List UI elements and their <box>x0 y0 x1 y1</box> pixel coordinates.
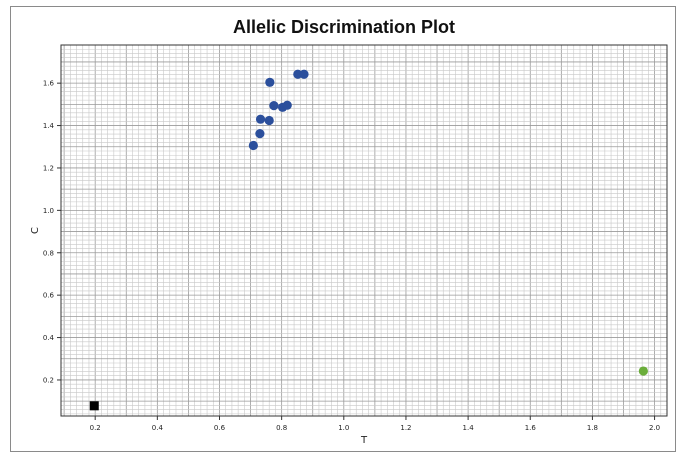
x-tick-label: 1.6 <box>525 424 537 432</box>
x-tick-label: 2.0 <box>649 424 660 432</box>
y-tick-label: 1.4 <box>43 122 55 130</box>
y-tick-label: 0.4 <box>43 334 55 342</box>
x-tick-label: 0.2 <box>90 424 101 432</box>
data-point-series-1 <box>248 140 258 151</box>
x-tick-label: 1.8 <box>587 424 598 432</box>
y-axis-label: C <box>30 227 41 234</box>
y-tick-label: 1.0 <box>43 207 54 215</box>
data-point-series-1 <box>282 100 292 110</box>
plot-area-border <box>60 44 668 417</box>
x-tick-label: 0.4 <box>152 424 164 432</box>
data-point-series-1 <box>255 114 266 124</box>
data-point-series-2 <box>638 366 648 376</box>
axis-ticks: 0.2 0.4 0.6 0.8 1.0 1.2 1.4 1.6 1.8 2.0 0.2 0.4 0.6 0… <box>43 80 660 432</box>
x-tick-label: 1.0 <box>338 424 349 432</box>
x-tick-label: 0.8 <box>276 424 287 432</box>
y-tick-label: 1.2 <box>43 164 54 172</box>
data-point-series-1 <box>269 101 279 111</box>
y-tick-label: 0.6 <box>43 292 55 300</box>
chart-frame <box>10 6 676 452</box>
x-tick-label: 1.2 <box>400 424 411 432</box>
y-tick-label: 0.2 <box>43 376 54 384</box>
data-point-series-1 <box>265 77 275 87</box>
x-tick-label: 0.6 <box>214 424 226 432</box>
grid <box>61 44 668 416</box>
data-point-series-1 <box>299 69 309 79</box>
data-point-series-1 <box>264 115 274 126</box>
y-tick-label: 1.6 <box>43 80 55 88</box>
data-point-series-1 <box>255 129 265 139</box>
y-tick-label: 0.8 <box>43 249 54 257</box>
data-points <box>89 69 648 411</box>
x-tick-label: 1.4 <box>463 424 475 432</box>
data-point-series-3 <box>89 401 99 411</box>
chart-title: Allelic Discrimination Plot <box>232 17 456 37</box>
x-axis-label: T <box>360 435 368 446</box>
